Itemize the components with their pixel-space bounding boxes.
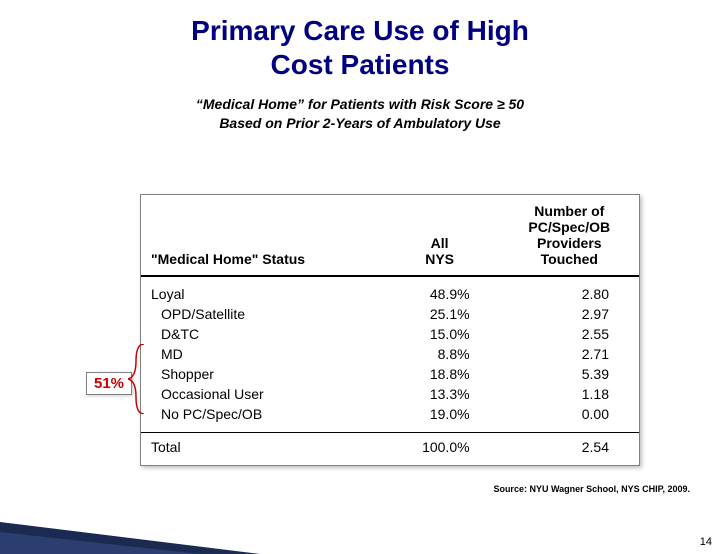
row-touched: 0.00 — [500, 404, 639, 424]
row-label: Shopper — [141, 364, 380, 384]
header-touched: Number of PC/Spec/OB Providers Touched — [500, 195, 639, 276]
row-label: D&TC — [141, 324, 380, 344]
header-status: "Medical Home" Status — [141, 195, 380, 276]
row-touched: 2.97 — [500, 304, 639, 324]
row-touched: 2.80 — [500, 284, 639, 304]
table-row: Loyal48.9%2.80 — [141, 284, 639, 304]
header-touched-l4: Touched — [541, 251, 598, 267]
header-touched-l1: Number of — [534, 203, 604, 219]
header-nys-l1: All — [431, 235, 449, 251]
table-header-row: "Medical Home" Status All NYS Number of … — [141, 195, 639, 276]
callout-percent: 51% — [86, 372, 132, 395]
slide-subtitle: “Medical Home” for Patients with Risk Sc… — [0, 95, 720, 133]
total-touched: 2.54 — [500, 432, 639, 465]
row-nys: 18.8% — [380, 364, 500, 384]
row-nys: 8.8% — [380, 344, 500, 364]
table-row: No PC/Spec/OB19.0%0.00 — [141, 404, 639, 424]
data-table-container: "Medical Home" Status All NYS Number of … — [140, 194, 640, 466]
data-table: "Medical Home" Status All NYS Number of … — [141, 195, 639, 465]
corner-decoration-2 — [0, 532, 200, 554]
row-nys: 19.0% — [380, 404, 500, 424]
row-label: OPD/Satellite — [141, 304, 380, 324]
table-row: OPD/Satellite25.1%2.97 — [141, 304, 639, 324]
row-label: No PC/Spec/OB — [141, 404, 380, 424]
row-touched: 2.71 — [500, 344, 639, 364]
row-nys: 25.1% — [380, 304, 500, 324]
table-row: D&TC15.0%2.55 — [141, 324, 639, 344]
total-label: Total — [141, 432, 380, 465]
row-nys: 13.3% — [380, 384, 500, 404]
row-label: Occasional User — [141, 384, 380, 404]
title-line-2: Cost Patients — [271, 49, 450, 80]
header-touched-l2: PC/Spec/OB — [528, 219, 610, 235]
page-number: 14 — [700, 536, 712, 548]
header-nys: All NYS — [380, 195, 500, 276]
title-line-1: Primary Care Use of High — [191, 15, 529, 46]
slide-title: Primary Care Use of High Cost Patients — [0, 14, 720, 81]
subtitle-line-2: Based on Prior 2-Years of Ambulatory Use — [219, 115, 500, 131]
row-nys: 15.0% — [380, 324, 500, 344]
header-touched-l3: Providers — [537, 235, 602, 251]
source-citation: Source: NYU Wagner School, NYS CHIP, 200… — [0, 484, 690, 494]
subtitle-line-1: “Medical Home” for Patients with Risk Sc… — [196, 96, 524, 112]
row-touched: 5.39 — [500, 364, 639, 384]
total-nys: 100.0% — [380, 432, 500, 465]
bracket-icon — [128, 344, 144, 414]
header-nys-l2: NYS — [425, 251, 454, 267]
row-label: MD — [141, 344, 380, 364]
table-row: Shopper18.8%5.39 — [141, 364, 639, 384]
row-label: Loyal — [141, 284, 380, 304]
table-row: MD8.8%2.71 — [141, 344, 639, 364]
row-nys: 48.9% — [380, 284, 500, 304]
row-touched: 2.55 — [500, 324, 639, 344]
row-touched: 1.18 — [500, 384, 639, 404]
table-row: Occasional User13.3%1.18 — [141, 384, 639, 404]
table-total-row: Total100.0%2.54 — [141, 432, 639, 465]
